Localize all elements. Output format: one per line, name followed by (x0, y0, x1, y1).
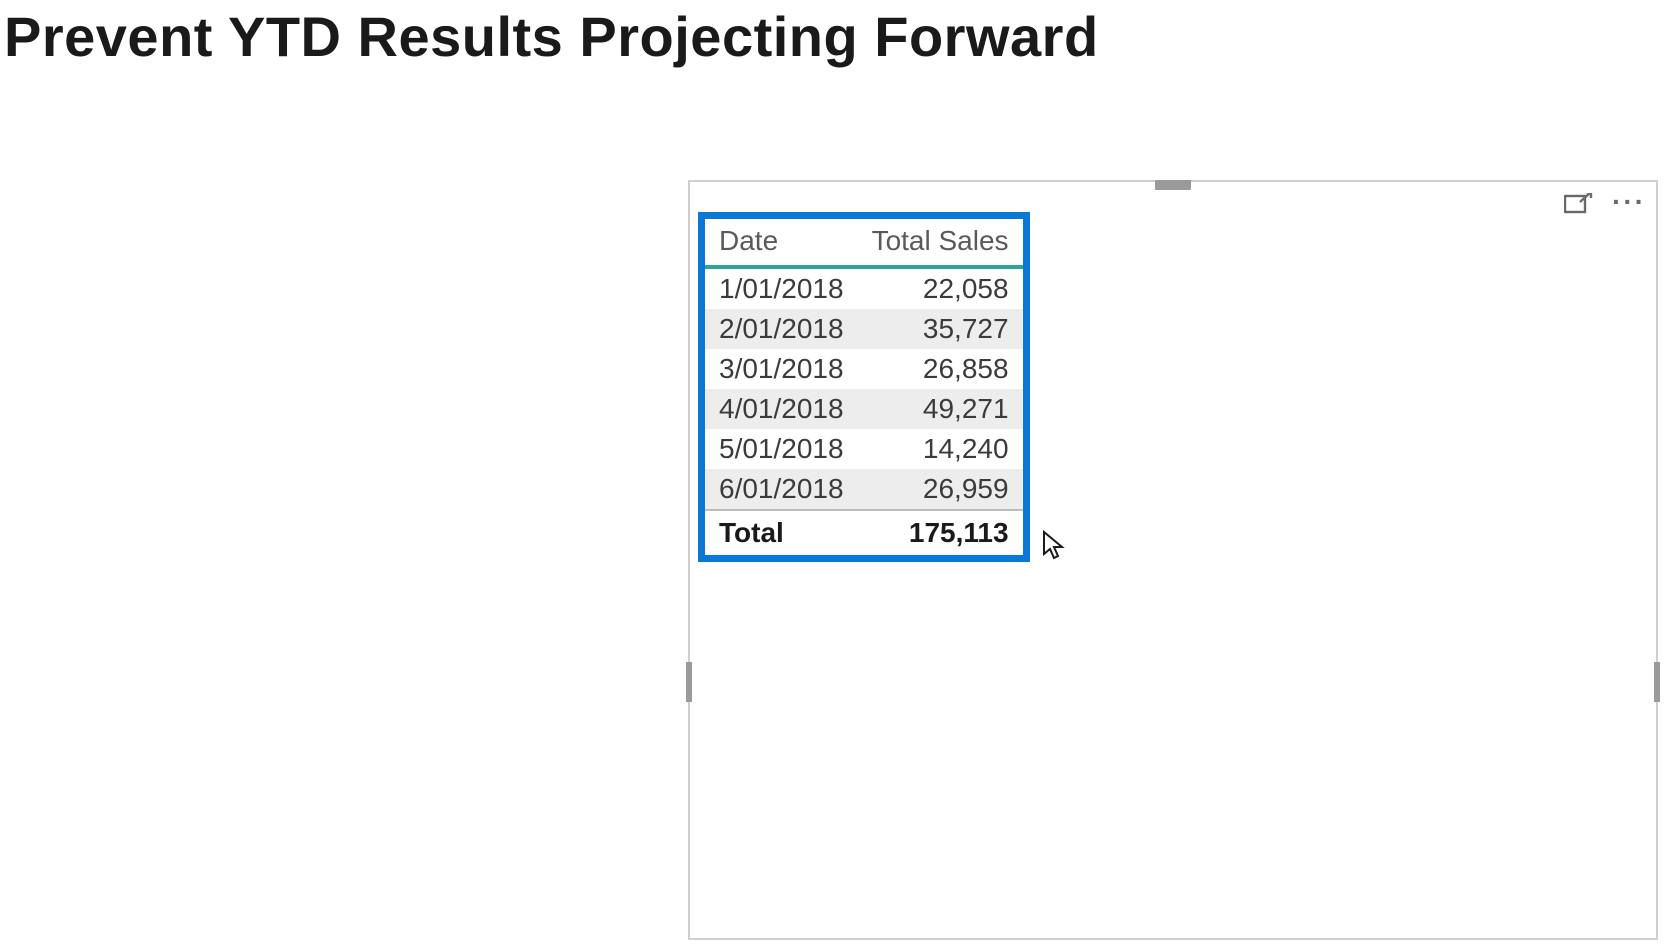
col-header-total-sales[interactable]: Total Sales (858, 219, 1023, 267)
table-row[interactable]: 4/01/201849,271 (705, 389, 1023, 429)
table-row[interactable]: 1/01/201822,058 (705, 267, 1023, 309)
cell-date: 5/01/2018 (705, 429, 858, 469)
table-total-row: Total175,113 (705, 510, 1023, 555)
table-row[interactable]: 6/01/201826,959 (705, 469, 1023, 510)
cell-date: 2/01/2018 (705, 309, 858, 349)
cell-total-sales: 35,727 (858, 309, 1023, 349)
table-header-row: Date Total Sales (705, 219, 1023, 267)
resize-handle-left[interactable] (686, 662, 692, 702)
sales-table-selection[interactable]: Date Total Sales 1/01/201822,0582/01/201… (698, 212, 1030, 562)
cell-date: 3/01/2018 (705, 349, 858, 389)
total-value: 175,113 (858, 510, 1023, 555)
cell-date: 4/01/2018 (705, 389, 858, 429)
cell-date: 6/01/2018 (705, 469, 858, 510)
cell-date: 1/01/2018 (705, 267, 858, 309)
focus-mode-icon[interactable] (1564, 193, 1594, 217)
table-visual-frame[interactable]: ··· Date Total Sales 1/01/201822,0582/01… (688, 180, 1658, 940)
table-row[interactable]: 3/01/201826,858 (705, 349, 1023, 389)
total-label: Total (705, 510, 858, 555)
cell-total-sales: 22,058 (858, 267, 1023, 309)
sales-table: Date Total Sales 1/01/201822,0582/01/201… (705, 219, 1023, 555)
more-options-icon[interactable]: ··· (1612, 188, 1646, 222)
page-title: Prevent YTD Results Projecting Forward (4, 4, 1099, 69)
col-header-date[interactable]: Date (705, 219, 858, 267)
cell-total-sales: 49,271 (858, 389, 1023, 429)
visual-header: ··· (1564, 188, 1646, 222)
cell-total-sales: 26,858 (858, 349, 1023, 389)
table-row[interactable]: 2/01/201835,727 (705, 309, 1023, 349)
drag-grip-icon[interactable] (1155, 180, 1191, 190)
cell-total-sales: 14,240 (858, 429, 1023, 469)
resize-handle-right[interactable] (1654, 662, 1660, 702)
cell-total-sales: 26,959 (858, 469, 1023, 510)
table-row[interactable]: 5/01/201814,240 (705, 429, 1023, 469)
